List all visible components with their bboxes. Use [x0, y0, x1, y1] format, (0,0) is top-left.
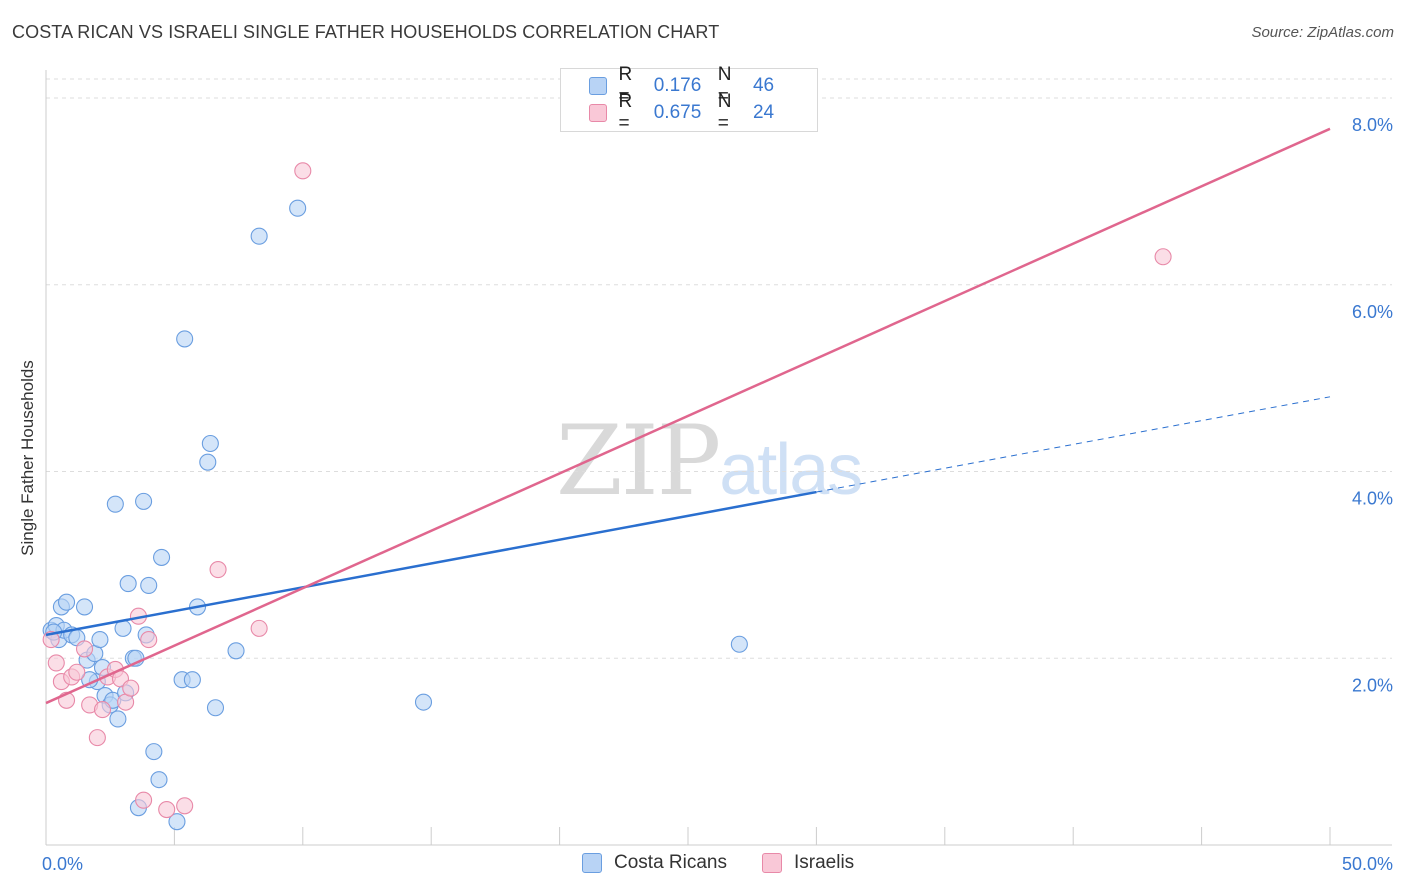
costa-rican-point	[250, 227, 268, 245]
legend-r-value: 0.176	[653, 75, 702, 96]
legend-row-costa-ricans: R = 0.176 N = 46	[589, 64, 817, 107]
israeli-point	[68, 663, 86, 681]
costa-rican-point	[57, 593, 76, 611]
legend-label: Israelis	[794, 852, 855, 873]
legend-r-key: R =	[618, 64, 633, 107]
costa-rican-point	[176, 330, 194, 348]
legend-n-value: 46	[752, 75, 775, 96]
costa-rican-trendline-projection	[816, 396, 1331, 493]
israeli-point	[122, 679, 140, 697]
x-tick-label: 0.0%	[42, 854, 83, 874]
legend-n-value: 24	[752, 102, 775, 123]
israeli-point	[176, 797, 194, 815]
israeli-point	[88, 729, 106, 747]
costa-rican-point	[140, 576, 158, 594]
costa-rican-point	[414, 693, 433, 711]
chart-title: COSTA RICAN VS ISRAELI SINGLE FATHER HOU…	[12, 22, 720, 42]
legend-n-key: N =	[717, 91, 732, 134]
legend-r-value: 0.675	[653, 102, 702, 123]
israeli-point	[93, 701, 112, 719]
legend-label: Costa Ricans	[614, 852, 727, 873]
costa-rican-point	[168, 813, 186, 831]
israeli-point	[1154, 248, 1172, 266]
legend-swatch-pink	[589, 104, 607, 122]
costa-rican-point	[289, 199, 307, 217]
x-tick-label: 50.0%	[1342, 854, 1393, 874]
y-tick-label: 4.0%	[1352, 489, 1393, 509]
costa-rican-point	[75, 598, 94, 616]
legend-row-israelis: R = 0.675 N = 24	[589, 91, 817, 134]
costa-rican-point	[106, 495, 124, 513]
legend-swatch-blue	[582, 853, 602, 873]
israeli-point	[75, 640, 94, 658]
israeli-point	[158, 800, 176, 819]
costa-rican-point	[183, 671, 201, 689]
costa-rican-point	[206, 699, 225, 717]
y-tick-label: 6.0%	[1352, 302, 1393, 322]
legend-n-key: N =	[717, 64, 732, 107]
israeli-point	[294, 162, 312, 180]
costa-rican-trendline	[45, 490, 817, 637]
israeli-point	[47, 654, 65, 672]
costa-rican-point	[91, 631, 109, 649]
series-legend: Costa Ricans Israelis	[0, 852, 1406, 878]
costa-rican-point	[201, 434, 219, 453]
israeli-point	[250, 619, 268, 637]
costa-rican-point	[227, 642, 245, 660]
source-attribution: Source: ZipAtlas.com	[1251, 24, 1394, 41]
costa-rican-point	[135, 492, 153, 510]
costa-rican-point	[145, 743, 163, 761]
costa-rican-point	[109, 710, 127, 728]
costa-rican-point	[150, 771, 168, 789]
legend-item-israelis[interactable]: Israelis	[762, 852, 854, 874]
legend-item-costa-ricans[interactable]: Costa Ricans	[582, 852, 727, 874]
israeli-point	[135, 791, 153, 809]
legend-r-key: R =	[618, 91, 633, 134]
legend-swatch-blue	[589, 77, 607, 95]
correlation-legend: R = 0.176 N = 46 R = 0.675 N = 24	[560, 64, 818, 134]
costa-rican-point	[153, 548, 171, 566]
costa-rican-point	[730, 635, 748, 653]
y-tick-label: 2.0%	[1352, 675, 1393, 695]
y-tick-label: 8.0%	[1352, 115, 1393, 135]
costa-rican-point	[199, 453, 217, 471]
israeli-trendline	[45, 127, 1331, 705]
legend-swatch-pink	[762, 853, 782, 873]
israeli-point	[140, 631, 158, 649]
costa-rican-point	[119, 575, 137, 593]
israeli-point	[209, 560, 227, 579]
